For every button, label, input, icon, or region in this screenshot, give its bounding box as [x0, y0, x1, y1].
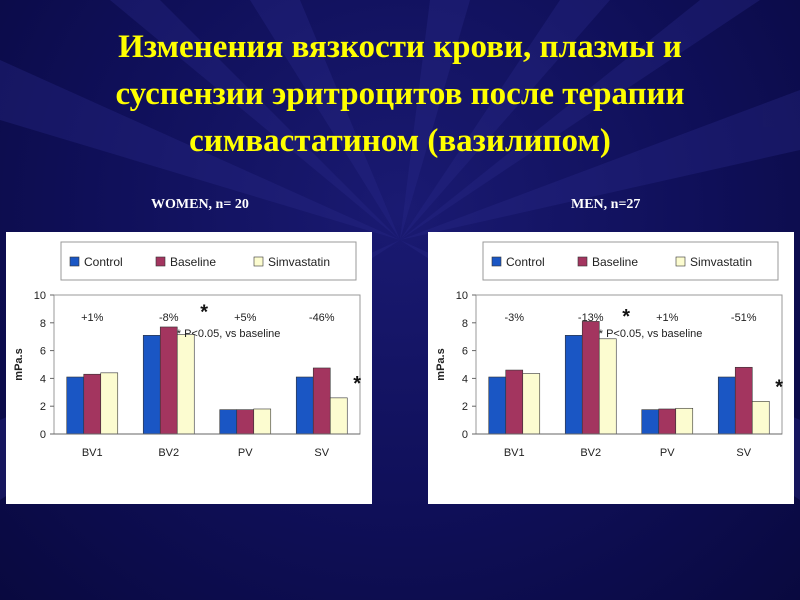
y-tick-label: 2	[462, 401, 468, 413]
legend-swatch-control	[69, 256, 80, 267]
significance-asterisk: *	[622, 306, 630, 328]
percent-change-label: -8%	[159, 312, 179, 324]
legend-swatch-simvastatin	[253, 256, 264, 267]
slide-title-line: симвастатином (вазилипом)	[189, 123, 611, 159]
legend-box	[60, 241, 357, 281]
bar-baseline-bv1	[505, 369, 524, 435]
x-tick-label: BV1	[504, 447, 525, 459]
y-tick-label: 2	[40, 401, 46, 413]
percent-change-label: -3%	[504, 312, 524, 324]
x-tick-label: PV	[660, 447, 675, 459]
bar-simvastatin-pv	[253, 408, 272, 435]
legend-box	[482, 241, 779, 281]
slide-title: Изменения вязкости крови, плазмы и суспе…	[0, 24, 800, 165]
legend-swatch-control	[491, 256, 502, 267]
y-tick-label: 4	[40, 373, 46, 385]
bar-control-bv2	[142, 335, 161, 435]
legend-label-simvastatin: Simvastatin	[690, 255, 752, 269]
y-tick-label: 6	[462, 346, 468, 358]
legend-label-baseline: Baseline	[170, 255, 216, 269]
legend-swatch-simvastatin	[675, 256, 686, 267]
bar-control-sv	[295, 376, 314, 435]
chart-title-men: MEN, n=27	[571, 197, 641, 212]
bar-baseline-bv2	[159, 326, 178, 435]
x-tick-label: SV	[314, 447, 329, 459]
bar-control-pv	[219, 409, 238, 435]
percent-change-label: -13%	[578, 312, 604, 324]
x-tick-label: PV	[238, 447, 253, 459]
chart-men: 0 2 4 6 8 10 mPa.s BV1 BV2 PV SV Control Baseline Sim…	[428, 232, 794, 504]
legend-swatch-baseline	[155, 256, 166, 267]
y-tick-label: 0	[40, 429, 46, 441]
significance-note: * P<0.05, vs baseline	[599, 328, 703, 340]
bar-baseline-sv	[734, 366, 753, 435]
x-tick-label: BV2	[580, 447, 601, 459]
significance-asterisk: *	[353, 373, 361, 395]
bar-simvastatin-sv	[329, 397, 348, 435]
chart-women-svg: 0 2 4 6 8 10 mPa.s BV1 BV2 PV SV Control Baseline Sim…	[13, 241, 361, 459]
bar-simvastatin-bv1	[100, 372, 119, 435]
y-axis-label: mPa.s	[13, 348, 25, 380]
slide-title-line: суспензии эритроцитов после терапии	[115, 76, 685, 112]
percent-change-label: +5%	[234, 312, 257, 324]
bar-baseline-sv	[312, 367, 331, 435]
x-tick-label: BV2	[158, 447, 179, 459]
bar-control-bv1	[66, 376, 85, 435]
significance-asterisk: *	[775, 376, 783, 398]
chart-title-women: WOMEN, n= 20	[151, 197, 249, 212]
y-tick-label: 0	[462, 429, 468, 441]
legend-label-control: Control	[84, 255, 123, 269]
percent-change-label: +1%	[656, 312, 679, 324]
percent-change-label: -46%	[309, 312, 335, 324]
bar-control-sv	[717, 376, 736, 435]
legend-label-baseline: Baseline	[592, 255, 638, 269]
bar-control-pv	[641, 409, 660, 435]
percent-change-label: -51%	[731, 312, 757, 324]
slide-title-line: Изменения вязкости крови, плазмы и	[118, 29, 682, 65]
bar-simvastatin-sv	[751, 401, 770, 435]
y-tick-label: 10	[34, 290, 46, 302]
bar-baseline-pv	[658, 408, 677, 435]
x-tick-label: BV1	[82, 447, 103, 459]
bar-simvastatin-pv	[675, 407, 694, 435]
percent-change-label: +1%	[81, 312, 104, 324]
significance-note: * P<0.05, vs baseline	[177, 328, 281, 340]
chart-women: 0 2 4 6 8 10 mPa.s BV1 BV2 PV SV Control Baseline Sim…	[6, 232, 372, 504]
y-tick-label: 8	[40, 318, 46, 330]
bar-baseline-bv2	[581, 321, 600, 435]
x-tick-label: SV	[736, 447, 751, 459]
bar-simvastatin-bv2	[598, 338, 617, 435]
significance-asterisk: *	[200, 302, 208, 324]
bar-simvastatin-bv2	[176, 334, 195, 435]
y-axis-label: mPa.s	[435, 348, 447, 380]
bar-baseline-bv1	[83, 373, 102, 435]
bar-control-bv2	[564, 335, 583, 435]
legend-swatch-baseline	[577, 256, 588, 267]
bar-simvastatin-bv1	[522, 373, 541, 435]
y-tick-label: 6	[40, 346, 46, 358]
legend-label-control: Control	[506, 255, 545, 269]
legend-label-simvastatin: Simvastatin	[268, 255, 330, 269]
bar-control-bv1	[488, 376, 507, 435]
y-tick-label: 4	[462, 373, 468, 385]
y-tick-label: 10	[456, 290, 468, 302]
chart-men-svg: 0 2 4 6 8 10 mPa.s BV1 BV2 PV SV Control Baseline Sim…	[435, 241, 783, 459]
bar-baseline-pv	[236, 409, 255, 435]
y-tick-label: 8	[462, 318, 468, 330]
